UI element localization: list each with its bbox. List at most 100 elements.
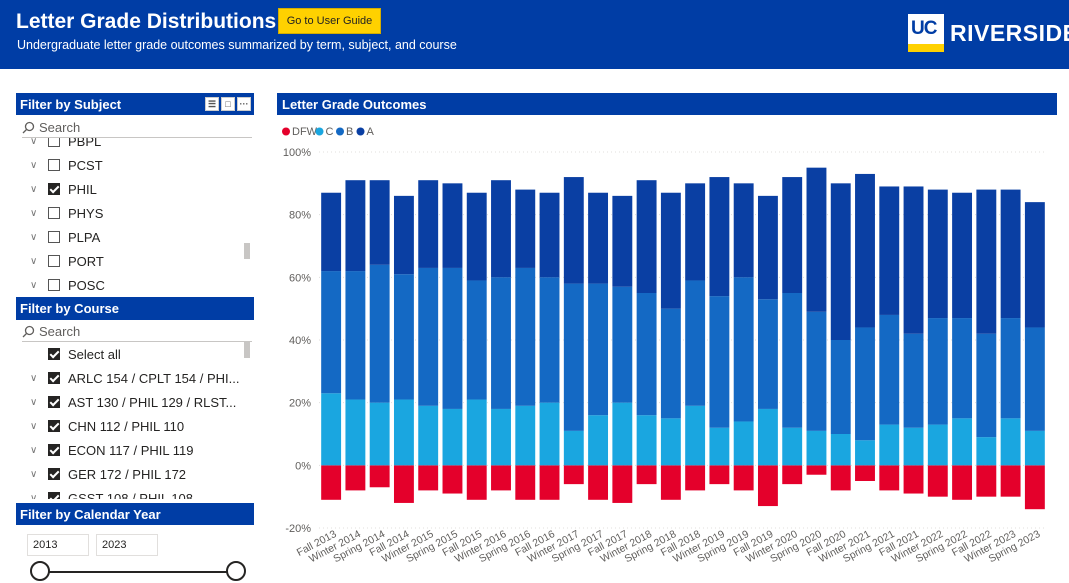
bar-dfw[interactable] xyxy=(345,465,366,491)
select-all-checkbox[interactable] xyxy=(48,348,60,360)
chevron-down-icon[interactable]: ∨ xyxy=(30,396,38,408)
bar-b[interactable] xyxy=(563,283,584,431)
bar-c[interactable] xyxy=(563,430,584,466)
chevron-down-icon[interactable]: ∨ xyxy=(30,468,38,480)
bar-dfw[interactable] xyxy=(903,465,924,494)
subject-checkbox[interactable] xyxy=(48,159,60,171)
bar-c[interactable] xyxy=(369,402,390,466)
bar-dfw[interactable] xyxy=(660,465,681,500)
bar-c[interactable] xyxy=(393,399,414,466)
bar-c[interactable] xyxy=(976,437,997,466)
course-checkbox[interactable] xyxy=(48,444,60,456)
bar-c[interactable] xyxy=(321,393,342,466)
bar-a[interactable] xyxy=(588,192,609,284)
chevron-down-icon[interactable]: ∨ xyxy=(30,255,38,267)
course-checkbox[interactable] xyxy=(48,468,60,480)
bar-b[interactable] xyxy=(539,277,560,403)
bar-b[interactable] xyxy=(636,293,657,416)
bar-dfw[interactable] xyxy=(636,465,657,485)
bar-b[interactable] xyxy=(952,318,973,419)
bar-b[interactable] xyxy=(466,280,487,400)
bar-c[interactable] xyxy=(345,399,366,466)
bar-a[interactable] xyxy=(1024,202,1045,328)
bar-dfw[interactable] xyxy=(418,465,439,491)
bar-a[interactable] xyxy=(855,173,875,328)
bar-dfw[interactable] xyxy=(855,465,875,481)
course-item[interactable]: ∨ CHN 112 / PHIL 110 xyxy=(30,414,184,438)
bar-dfw[interactable] xyxy=(1000,465,1021,497)
bar-c[interactable] xyxy=(709,427,730,466)
bar-c[interactable] xyxy=(442,408,463,466)
bar-c[interactable] xyxy=(830,434,851,466)
bar-dfw[interactable] xyxy=(952,465,973,500)
bar-dfw[interactable] xyxy=(515,465,536,500)
bar-b[interactable] xyxy=(927,318,948,425)
bar-dfw[interactable] xyxy=(733,465,754,491)
bar-dfw[interactable] xyxy=(757,465,778,507)
bar-b[interactable] xyxy=(782,293,803,428)
subject-item[interactable]: ∨ POSC xyxy=(30,273,105,296)
bar-dfw[interactable] xyxy=(1024,465,1045,510)
bar-a[interactable] xyxy=(709,177,730,297)
chevron-down-icon[interactable]: ∨ xyxy=(30,183,38,195)
subject-checkbox[interactable] xyxy=(48,255,60,267)
subject-checkbox[interactable] xyxy=(48,183,60,195)
bar-a[interactable] xyxy=(612,195,633,287)
chevron-down-icon[interactable]: ∨ xyxy=(30,207,38,219)
bar-c[interactable] xyxy=(782,427,803,466)
course-item[interactable]: ∨ AST 130 / PHIL 129 / RLST... xyxy=(30,390,236,414)
bar-c[interactable] xyxy=(636,415,657,466)
bar-b[interactable] xyxy=(903,333,924,428)
bar-c[interactable] xyxy=(588,415,609,466)
bar-dfw[interactable] xyxy=(612,465,633,503)
bar-dfw[interactable] xyxy=(563,465,584,485)
bar-a[interactable] xyxy=(442,183,463,268)
bar-b[interactable] xyxy=(709,296,730,428)
subject-checkbox[interactable] xyxy=(48,207,60,219)
start-year-input[interactable]: 2013 xyxy=(27,534,89,556)
bar-c[interactable] xyxy=(733,421,754,466)
bar-dfw[interactable] xyxy=(491,465,511,491)
course-search-input[interactable]: Search xyxy=(22,322,252,342)
bar-b[interactable] xyxy=(321,271,342,394)
bar-b[interactable] xyxy=(879,314,900,425)
bar-b[interactable] xyxy=(660,308,681,419)
course-checkbox[interactable] xyxy=(48,396,60,408)
bar-c[interactable] xyxy=(879,424,900,466)
bar-a[interactable] xyxy=(927,189,948,319)
chevron-down-icon[interactable]: ∨ xyxy=(30,231,38,243)
bar-a[interactable] xyxy=(830,183,851,340)
bar-a[interactable] xyxy=(903,186,924,334)
bar-dfw[interactable] xyxy=(782,465,803,485)
bar-a[interactable] xyxy=(782,177,803,293)
user-guide-button[interactable]: Go to User Guide xyxy=(278,8,381,34)
subject-search-input[interactable]: Search xyxy=(22,118,252,138)
bar-c[interactable] xyxy=(515,405,536,466)
filter-icon[interactable]: ☰ xyxy=(205,97,219,111)
bar-c[interactable] xyxy=(952,418,973,466)
bar-a[interactable] xyxy=(660,192,681,309)
bar-b[interactable] xyxy=(855,327,875,441)
bar-c[interactable] xyxy=(1024,430,1045,466)
bar-a[interactable] xyxy=(952,192,973,319)
bar-b[interactable] xyxy=(976,333,997,438)
bar-c[interactable] xyxy=(927,424,948,466)
bar-a[interactable] xyxy=(1000,189,1021,319)
year-slider-start-handle[interactable] xyxy=(30,561,50,581)
subject-checkbox[interactable] xyxy=(48,231,60,243)
bar-b[interactable] xyxy=(612,286,633,403)
chevron-down-icon[interactable]: ∨ xyxy=(30,420,38,432)
bar-a[interactable] xyxy=(466,192,487,281)
focus-mode-icon[interactable]: □ xyxy=(221,97,235,111)
bar-b[interactable] xyxy=(418,267,439,406)
year-slider-track[interactable] xyxy=(40,571,236,573)
bar-b[interactable] xyxy=(830,340,851,434)
chevron-down-icon[interactable]: ∨ xyxy=(30,159,38,171)
bar-b[interactable] xyxy=(442,267,463,409)
chevron-down-icon[interactable]: ∨ xyxy=(30,492,38,500)
bar-b[interactable] xyxy=(515,267,536,406)
course-item[interactable]: ∨ ARLC 154 / CPLT 154 / PHI... xyxy=(30,366,240,390)
subject-checkbox[interactable] xyxy=(48,279,60,291)
bar-a[interactable] xyxy=(369,180,390,265)
bar-dfw[interactable] xyxy=(709,465,730,485)
